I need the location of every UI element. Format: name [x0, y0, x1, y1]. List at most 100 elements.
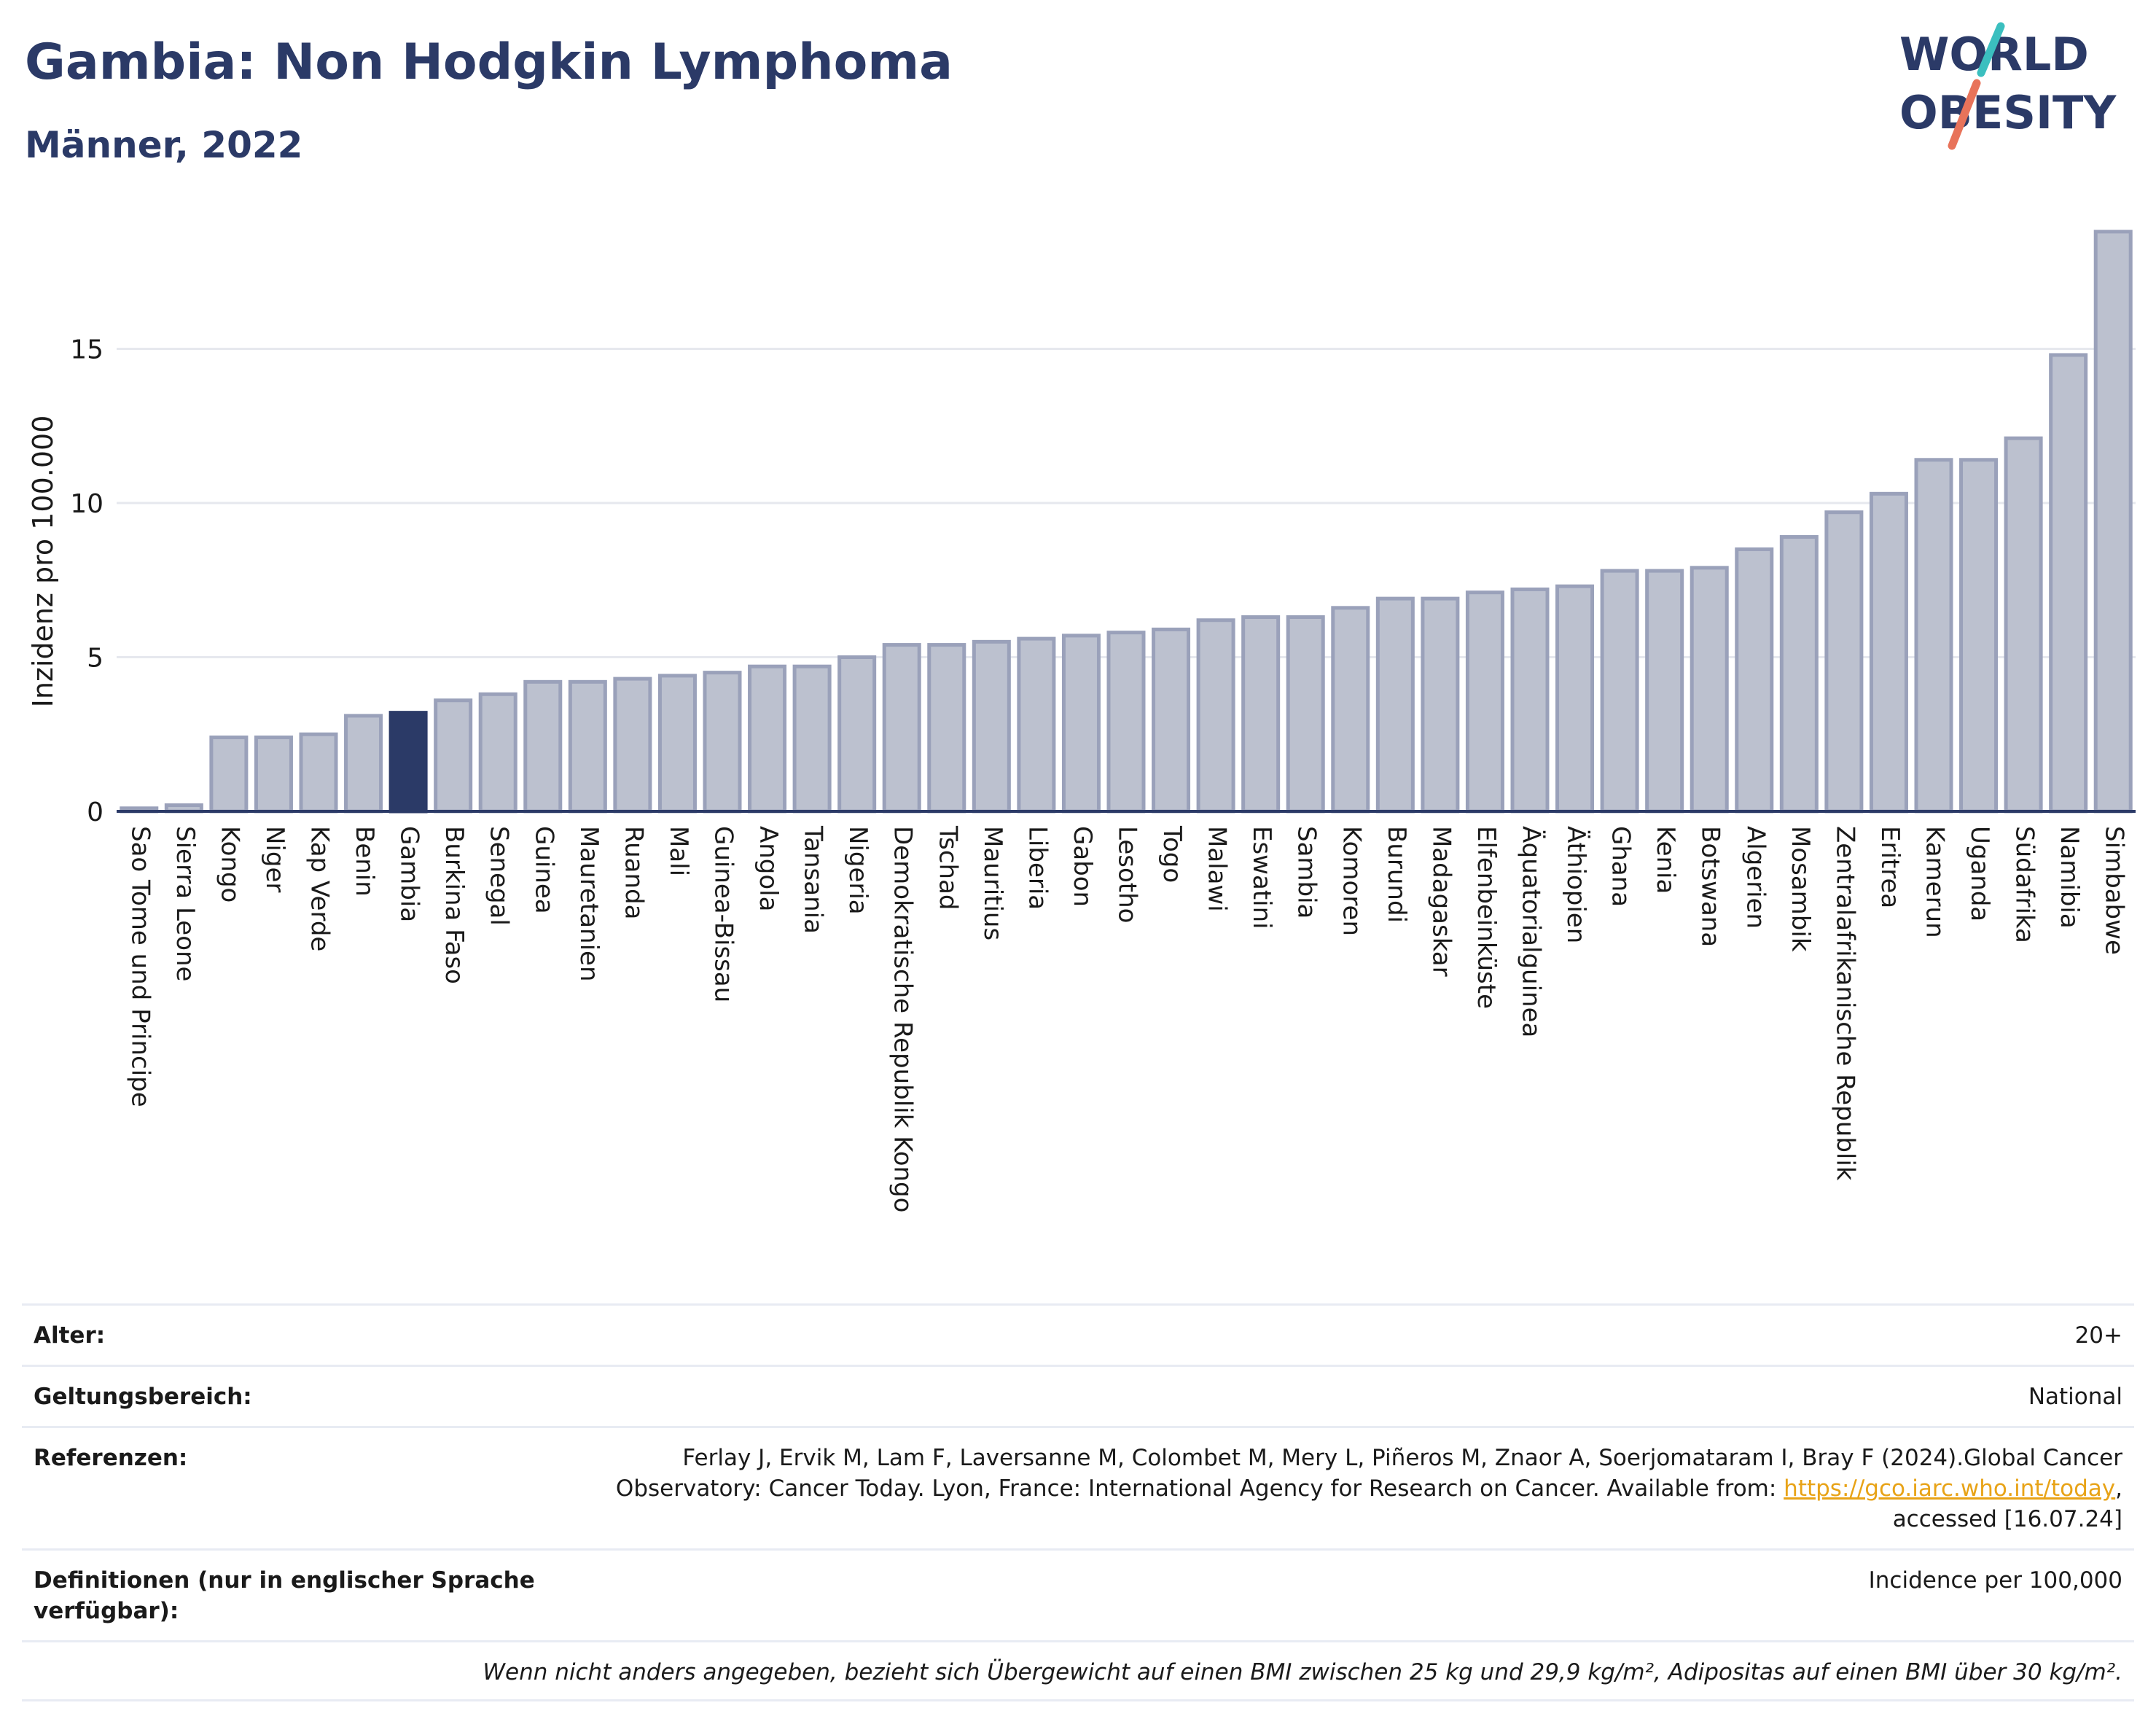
x-tick-label: Mali — [664, 826, 693, 876]
bar — [613, 677, 652, 814]
x-tick-label: Kap Verde — [305, 826, 335, 951]
bar — [1196, 618, 1235, 814]
bar — [1959, 458, 1999, 814]
x-tick-label: Lesotho — [1113, 826, 1142, 923]
x-tick-label: Komoren — [1337, 826, 1366, 936]
bar — [927, 643, 966, 814]
bar — [1241, 615, 1281, 814]
x-tick-label: Nigeria — [843, 826, 872, 915]
x-tick-label: Gabon — [1068, 826, 1097, 907]
x-tick-label: Simbabwe — [2100, 826, 2129, 955]
x-tick-label: Liberia — [1023, 826, 1052, 910]
x-tick-label: Burkina Faso — [440, 826, 469, 984]
bar — [1286, 615, 1325, 814]
bar — [1061, 633, 1101, 814]
x-tick-label: Ruanda — [619, 826, 648, 919]
bar — [523, 679, 563, 814]
meta-value-scope: National — [2028, 1384, 2122, 1410]
bar — [748, 664, 787, 814]
bar — [1690, 566, 1729, 814]
x-tick-label: Demokratische Republik Kongo — [888, 826, 918, 1212]
meta-label-references: Referenzen: — [34, 1445, 188, 1471]
bar — [434, 698, 473, 814]
meta-row-definitions: Definitionen (nur in englischer Sprache … — [22, 1548, 2134, 1640]
bar — [254, 735, 293, 814]
meta-row-references: Referenzen: Ferlay J, Ervik M, Lam F, La… — [22, 1426, 2134, 1548]
meta-row-age: Alter: 20+ — [22, 1303, 2134, 1365]
bar — [478, 692, 517, 814]
x-tick-label: Kongo — [215, 826, 244, 902]
y-tick-label: 10 — [70, 489, 103, 519]
bar — [1510, 587, 1550, 814]
bar — [1735, 547, 1774, 814]
meta-label-age: Alter: — [34, 1322, 106, 1349]
y-axis-label: Inzidenz pro 100.000 — [27, 416, 59, 708]
bar — [2093, 230, 2133, 814]
bars-layer — [120, 230, 2133, 814]
x-tick-label: Tschad — [933, 825, 962, 911]
x-tick-label: Mauritius — [978, 826, 1007, 940]
meta-label-definitions: Definitionen (nur in englischer Sprache … — [34, 1567, 535, 1624]
x-tick-label: Malawi — [1203, 826, 1232, 912]
metadata-table: Alter: 20+ Geltungsbereich: National Ref… — [22, 1303, 2134, 1701]
x-tick-label: Namibia — [2055, 826, 2084, 929]
x-tick-label: Senegal — [485, 826, 514, 926]
y-tick-label: 15 — [70, 335, 103, 365]
bar — [344, 714, 383, 814]
bar — [299, 732, 338, 814]
x-tick-label: Äquatorialguinea — [1517, 826, 1546, 1037]
bar — [1600, 569, 1639, 814]
meta-label-scope: Geltungsbereich: — [34, 1384, 252, 1410]
meta-value-references: Ferlay J, Ervik M, Lam F, Laversanne M, … — [592, 1443, 2122, 1535]
bar-highlighted — [388, 711, 428, 814]
meta-row-scope: Geltungsbereich: National — [22, 1365, 2134, 1426]
meta-value-age: 20+ — [2074, 1322, 2122, 1349]
x-tick-label: Tansania — [799, 825, 828, 934]
x-tick-label: Botswana — [1696, 826, 1725, 947]
bar — [568, 679, 607, 814]
label-layer: Sao Tome und Principe Sierra Leone Kongo Ni… — [125, 825, 2128, 1212]
y-tick-label: 5 — [87, 644, 103, 674]
x-tick-label: Gambia — [395, 826, 424, 922]
reference-link[interactable]: https://gco.iarc.who.int/today — [1784, 1475, 2116, 1502]
bar-chart: 0 5 10 15 Sao Tome und Principe Sierra Leone… — [27, 230, 2136, 1212]
bar — [792, 664, 832, 814]
x-tick-label: Guinea — [529, 826, 558, 914]
meta-row-footnote: Wenn nicht anders angegeben, bezieht sic… — [22, 1640, 2134, 1701]
x-tick-label: Benin — [350, 826, 379, 897]
bar — [2049, 353, 2088, 814]
bar — [1152, 627, 1191, 814]
reference-text: Ferlay J, Ervik M, Lam F, Laversanne M, … — [615, 1445, 2122, 1502]
bar — [1331, 606, 1370, 814]
bar — [1779, 535, 1819, 814]
bar — [1465, 590, 1504, 814]
reference-accessed: , accessed [16.07.24] — [1892, 1475, 2122, 1532]
y-tick-label: 0 — [87, 798, 103, 827]
bar — [1375, 596, 1415, 814]
bar — [2004, 436, 2043, 814]
chart-title: Gambia: Non Hodgkin Lymphoma — [25, 34, 953, 91]
x-tick-label: Uganda — [1965, 826, 1994, 921]
meta-value-definitions: Incidence per 100,000 — [1868, 1567, 2122, 1594]
bar — [1869, 491, 1908, 814]
x-tick-label: Eswatini — [1247, 826, 1276, 929]
x-tick-label: Zentralafrikanische Republik — [1830, 826, 1859, 1181]
x-tick-label: Algerien — [1741, 826, 1770, 929]
bar — [1555, 584, 1595, 814]
bar — [1106, 631, 1146, 814]
x-tick-label: Burundi — [1382, 826, 1411, 923]
bar — [657, 674, 697, 814]
bar — [1914, 458, 1953, 814]
x-tick-label: Mauretanien — [574, 826, 604, 982]
footnote: Wenn nicht anders angegeben, bezieht sic… — [483, 1659, 2122, 1685]
chart-subtitle: Männer, 2022 — [25, 124, 303, 166]
axis-layer: 0 5 10 15 — [70, 335, 2136, 827]
bar — [1824, 510, 1864, 814]
x-tick-label: Kenia — [1651, 826, 1680, 894]
x-tick-label: Elfenbeinküste — [1472, 826, 1501, 1009]
x-tick-label: Angola — [754, 826, 783, 911]
x-tick-label: Eritrea — [1875, 826, 1905, 908]
x-tick-label: Togo — [1157, 825, 1187, 883]
x-tick-label: Madagaskar — [1426, 826, 1456, 977]
x-tick-label: Ghana — [1606, 826, 1636, 907]
